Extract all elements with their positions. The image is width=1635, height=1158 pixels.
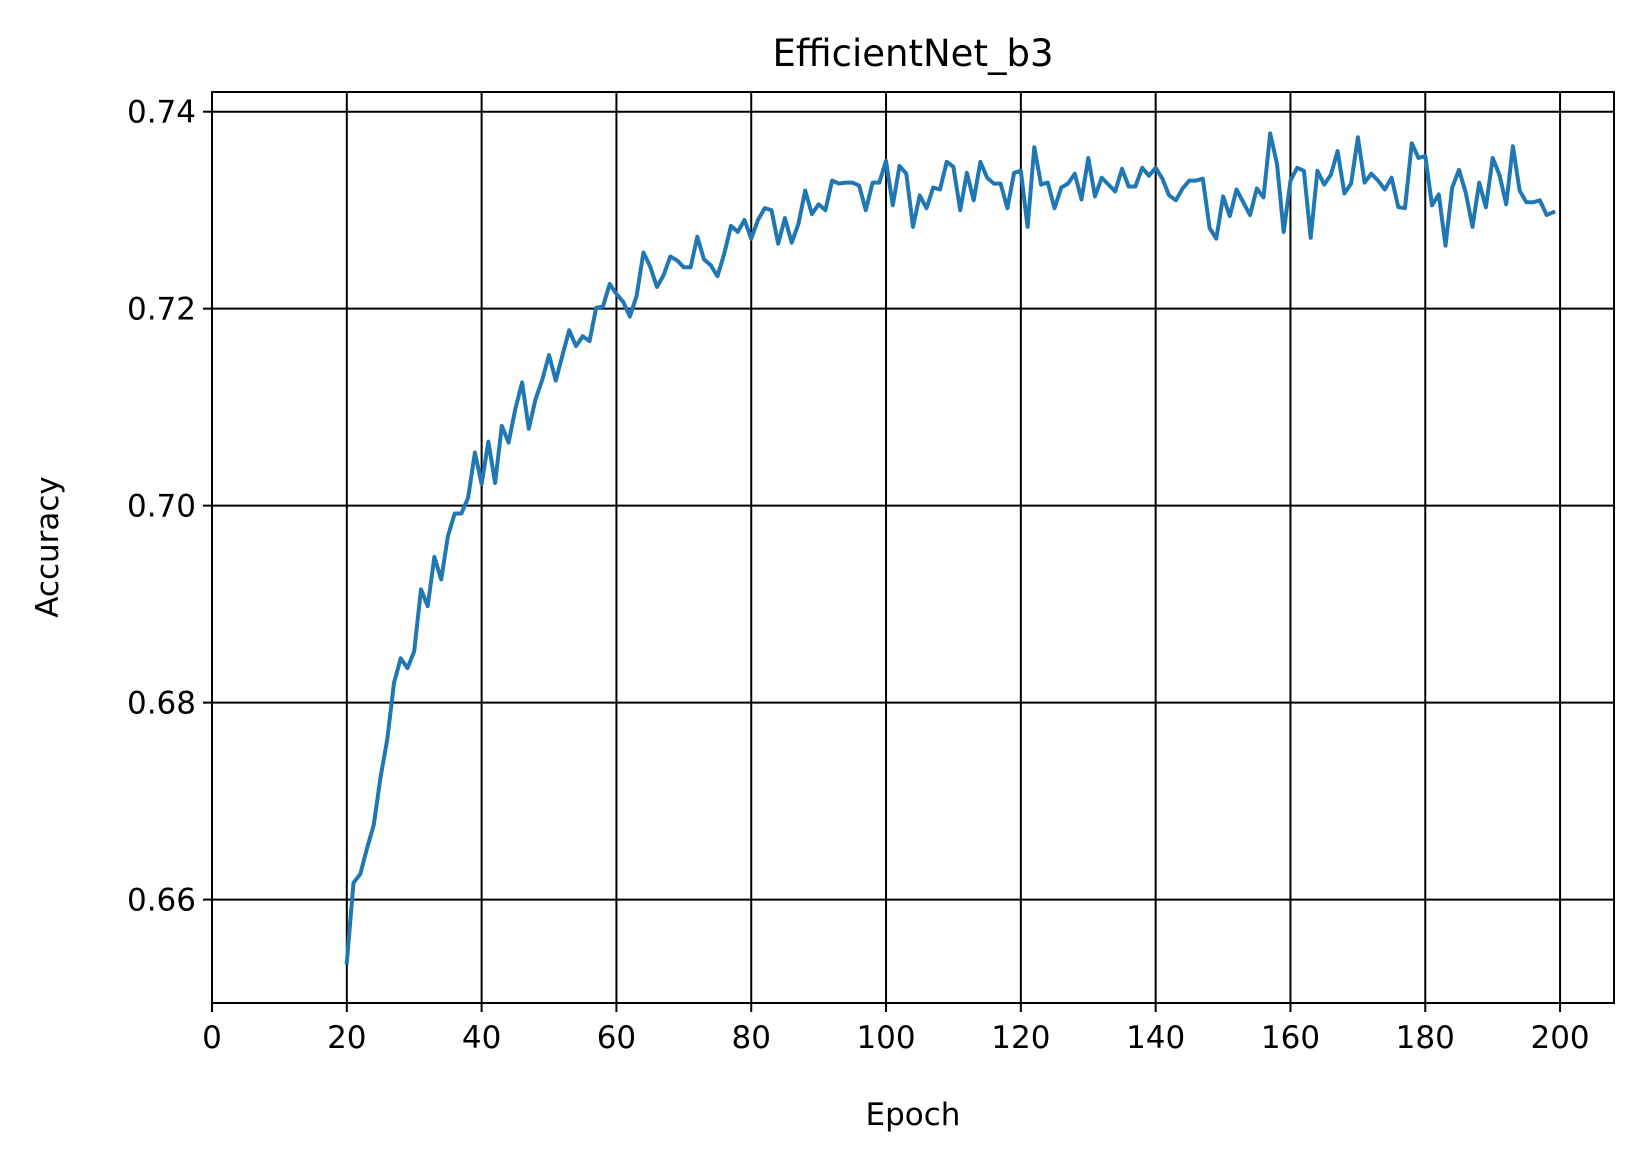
y-tick-label: 0.70 [127,489,196,525]
x-tick-label: 40 [462,1020,501,1056]
accuracy-series-line [344,131,1556,965]
x-axis-label: Epoch [866,1097,961,1133]
y-tick-label: 0.68 [127,686,196,722]
x-tick-label: 80 [732,1020,771,1056]
x-tick-label: 160 [1261,1020,1320,1056]
x-tick-label: 200 [1530,1020,1589,1056]
y-tick-label: 0.66 [127,883,196,919]
chart-title: EfficientNet_b3 [773,32,1054,75]
x-tick-label: 100 [856,1020,915,1056]
y-axis-label: Accuracy [30,476,66,618]
x-tick-label: 0 [202,1020,222,1056]
x-tick-label: 120 [991,1020,1050,1056]
x-tick-label: 20 [327,1020,366,1056]
x-tick-label: 180 [1396,1020,1455,1056]
y-tick-label: 0.72 [127,292,196,328]
y-tick-label: 0.74 [127,95,196,131]
plot-area-frame [211,91,1615,1004]
x-tick-label: 140 [1126,1020,1185,1056]
x-tick-label: 60 [597,1020,636,1056]
